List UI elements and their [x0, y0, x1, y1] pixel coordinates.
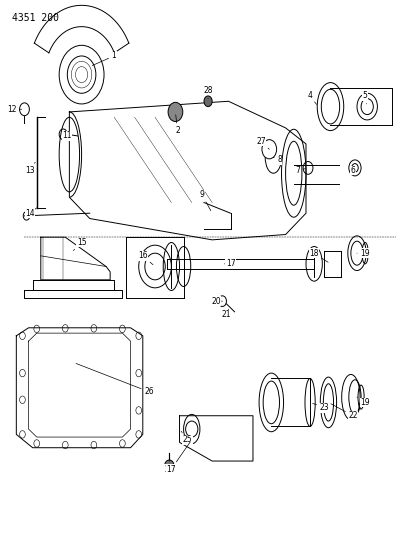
Text: 21: 21 [222, 309, 231, 319]
Text: 16: 16 [138, 252, 153, 265]
Circle shape [204, 96, 212, 107]
Text: 11: 11 [62, 132, 72, 140]
Text: 17: 17 [224, 260, 235, 268]
Text: 18: 18 [309, 249, 328, 262]
Text: 19: 19 [357, 249, 370, 257]
Circle shape [164, 460, 174, 473]
Text: 15: 15 [73, 238, 86, 251]
Text: 23: 23 [313, 403, 329, 412]
Text: 9: 9 [200, 190, 211, 211]
Text: 2: 2 [175, 115, 180, 135]
Text: 5: 5 [363, 92, 368, 104]
Text: 25: 25 [181, 431, 193, 444]
Text: 17: 17 [166, 442, 190, 473]
Text: 28: 28 [203, 86, 213, 99]
Text: 12: 12 [7, 105, 22, 114]
Text: 24: 24 [164, 460, 174, 473]
Text: 27: 27 [256, 137, 269, 149]
Text: 26: 26 [76, 364, 154, 396]
Text: 1: 1 [92, 52, 116, 66]
Text: 19: 19 [357, 397, 370, 407]
Text: 8: 8 [273, 156, 282, 164]
Polygon shape [180, 416, 253, 461]
Text: 4351 200: 4351 200 [12, 13, 59, 23]
Text: 14: 14 [25, 208, 37, 217]
Text: 22: 22 [331, 403, 358, 420]
Text: 4: 4 [308, 92, 317, 104]
Text: 7: 7 [295, 166, 305, 175]
Circle shape [168, 102, 183, 122]
Text: 20: 20 [211, 297, 222, 305]
Text: 6: 6 [350, 166, 355, 175]
Text: 13: 13 [25, 162, 35, 175]
Polygon shape [16, 328, 143, 448]
Polygon shape [41, 237, 110, 280]
Polygon shape [33, 280, 114, 290]
